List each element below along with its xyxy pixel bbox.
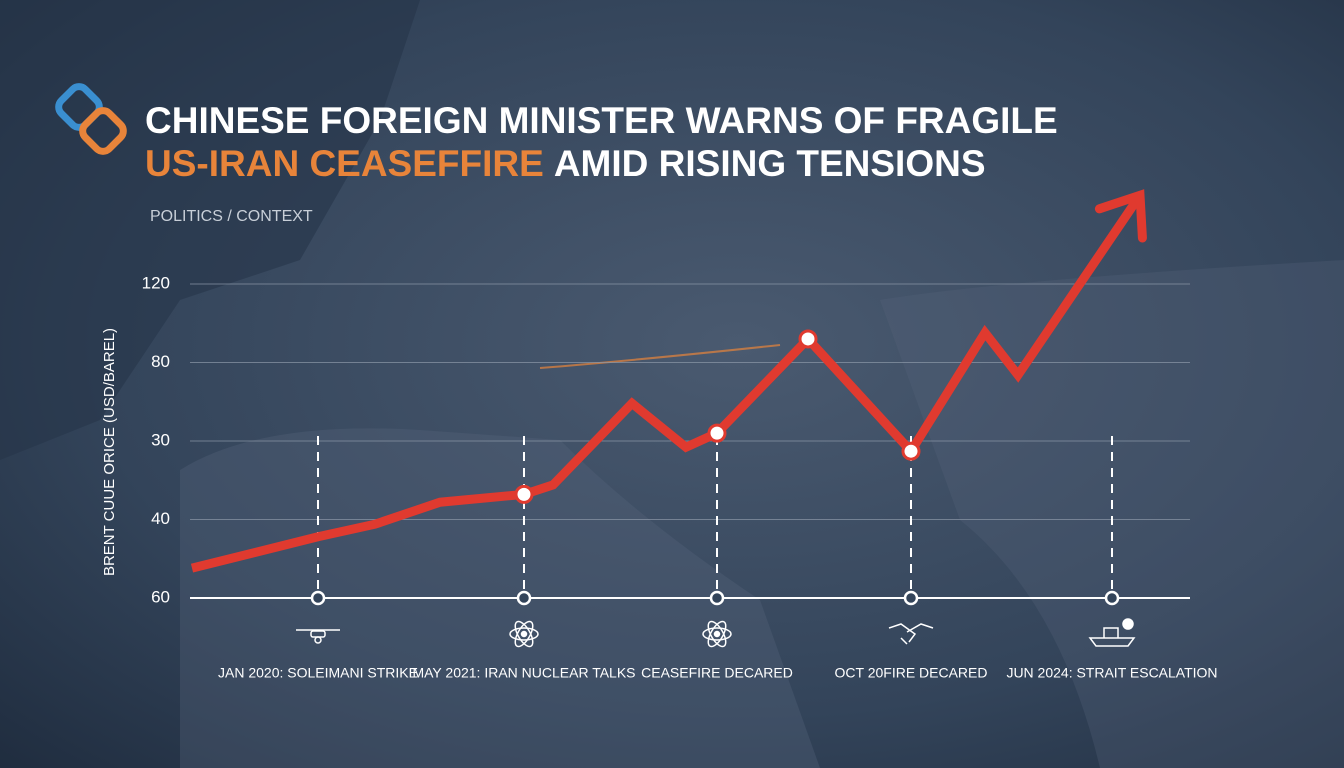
subtitle: POLITICS / CONTEXT [150, 208, 313, 225]
logo [55, 83, 127, 155]
icon-part [888, 623, 934, 645]
event-dot [1104, 590, 1120, 606]
y-tick-label: 80 [151, 352, 170, 371]
y-tick-label: 40 [151, 509, 170, 528]
event-dot [709, 590, 725, 606]
icon-part [707, 620, 727, 648]
event-label: CEASEFIRE DECARED [641, 665, 793, 681]
title-highlight: US-IRAN CEASEFFIRE [145, 143, 544, 184]
event-label: JUN 2024: STRAIT ESCALATION [1006, 665, 1217, 681]
event-icon [296, 629, 340, 644]
map-land [880, 260, 1344, 768]
y-tick-label: 30 [151, 430, 170, 449]
icon-part [514, 620, 534, 648]
highlight-point [707, 423, 727, 443]
event-label: MAY 2021: IRAN NUCLEAR TALKS [412, 665, 635, 681]
icon-part [702, 627, 732, 641]
event-dot [516, 590, 532, 606]
highlight-point [514, 484, 534, 504]
icon-part [514, 620, 534, 648]
y-tick-label: 60 [151, 587, 170, 606]
highlight-point [901, 441, 921, 461]
event-icon [702, 620, 732, 648]
line [190, 192, 1144, 573]
icon-part [1088, 627, 1136, 647]
event-dot [310, 590, 326, 606]
highlight-point [798, 329, 818, 349]
y-tick-label: 120 [142, 273, 170, 292]
icon-part [707, 620, 727, 648]
title-line: US-IRAN CEASEFFIRE AMID RISING TENSIONS [145, 143, 986, 184]
icon-part [1122, 618, 1134, 630]
title-line: CHINESE FOREIGN MINISTER WARNS OF FRAGIL… [145, 100, 1058, 141]
icon-part [509, 627, 539, 641]
y-axis-label: BRENT CUUE ORICE (USD/BAREL) [101, 328, 118, 576]
event-icon [509, 620, 539, 648]
event-dot [903, 590, 919, 606]
map-highlight [539, 344, 781, 369]
event-icon [1088, 618, 1136, 647]
map-sea [0, 0, 420, 460]
event-label: JAN 2020: SOLEIMANI STRIKE [218, 665, 418, 681]
icon-part [520, 630, 528, 638]
icon-part [713, 630, 721, 638]
icon-part [314, 636, 322, 644]
arrow-head [1094, 189, 1147, 243]
event-icon [888, 623, 934, 645]
title-rest: AMID RISING TENSIONS [554, 143, 986, 184]
event-label: OCT 20FIRE DECARED [835, 665, 988, 681]
